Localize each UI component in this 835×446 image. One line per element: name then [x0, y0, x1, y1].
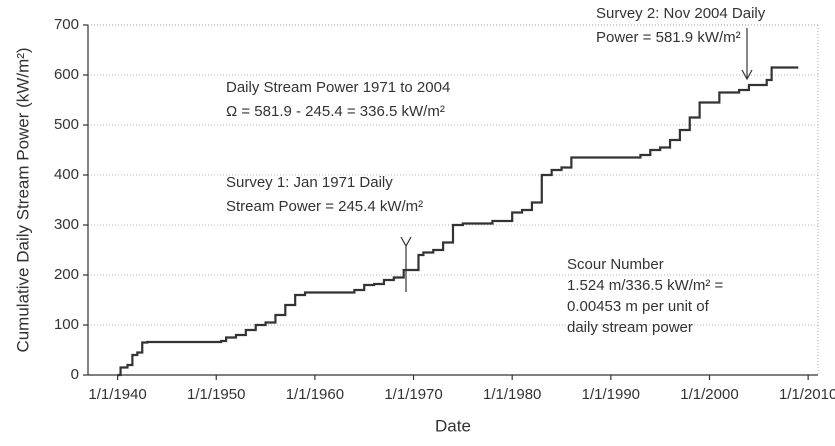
annotation-line: Survey 2: Nov 2004 Daily	[596, 5, 766, 22]
y-tick-label: 300	[54, 216, 79, 233]
y-tick-label: 500	[54, 116, 79, 133]
annotation-line: Daily Stream Power 1971 to 2004	[226, 79, 450, 96]
y-tick-label: 200	[54, 266, 79, 283]
x-tick-label: 1/1/1950	[187, 386, 245, 403]
annotation: Scour Number 1.524 m/336.5 kW/m² = 0.00453…	[567, 256, 724, 336]
y-tick-label: 100	[54, 316, 79, 333]
annotation-line: Survey 1: Jan 1971 Daily	[226, 174, 393, 191]
annotation: Survey 2: Nov 2004 Daily Power = 581.9 kW…	[596, 5, 766, 46]
annotation-line: Ω = 581.9 - 245.4 = 336.5 kW/m²	[226, 103, 445, 120]
x-tick-label: 1/1/2010	[779, 386, 835, 403]
y-axis-label: Cumulative Daily Stream Power (kW/m²)	[13, 47, 32, 352]
x-tick-label: 1/1/1960	[286, 386, 344, 403]
annotation-line: 1.524 m/336.5 kW/m² =	[567, 277, 724, 294]
annotation-line: Stream Power = 245.4 kW/m²	[226, 198, 423, 215]
x-tick-label: 1/1/2000	[680, 386, 738, 403]
data-line	[117, 66, 799, 377]
annotation-line: Scour Number	[567, 256, 664, 273]
annotation-line: 0.00453 m per unit of	[567, 298, 710, 315]
y-tick-label: 600	[54, 66, 79, 83]
y-tick-label: 700	[54, 16, 79, 33]
annotation: Daily Stream Power 1971 to 2004 Ω = 581.9…	[226, 79, 450, 120]
x-tick-label: 1/1/1940	[88, 386, 146, 403]
annotation: Survey 1: Jan 1971 Daily Stream Power = 2…	[226, 174, 423, 215]
y-tick-label: 0	[71, 366, 79, 383]
arrows	[400, 28, 753, 292]
x-axis-label: Date	[435, 416, 471, 435]
x-tick-label: 1/1/1980	[483, 386, 541, 403]
annotation-line: daily stream power	[567, 319, 693, 336]
x-tick-label: 1/1/1990	[582, 386, 640, 403]
annotation-line: Power = 581.9 kW/m²	[596, 29, 741, 46]
y-tick-label: 400	[54, 166, 79, 183]
x-tick-label: 1/1/1970	[384, 386, 442, 403]
